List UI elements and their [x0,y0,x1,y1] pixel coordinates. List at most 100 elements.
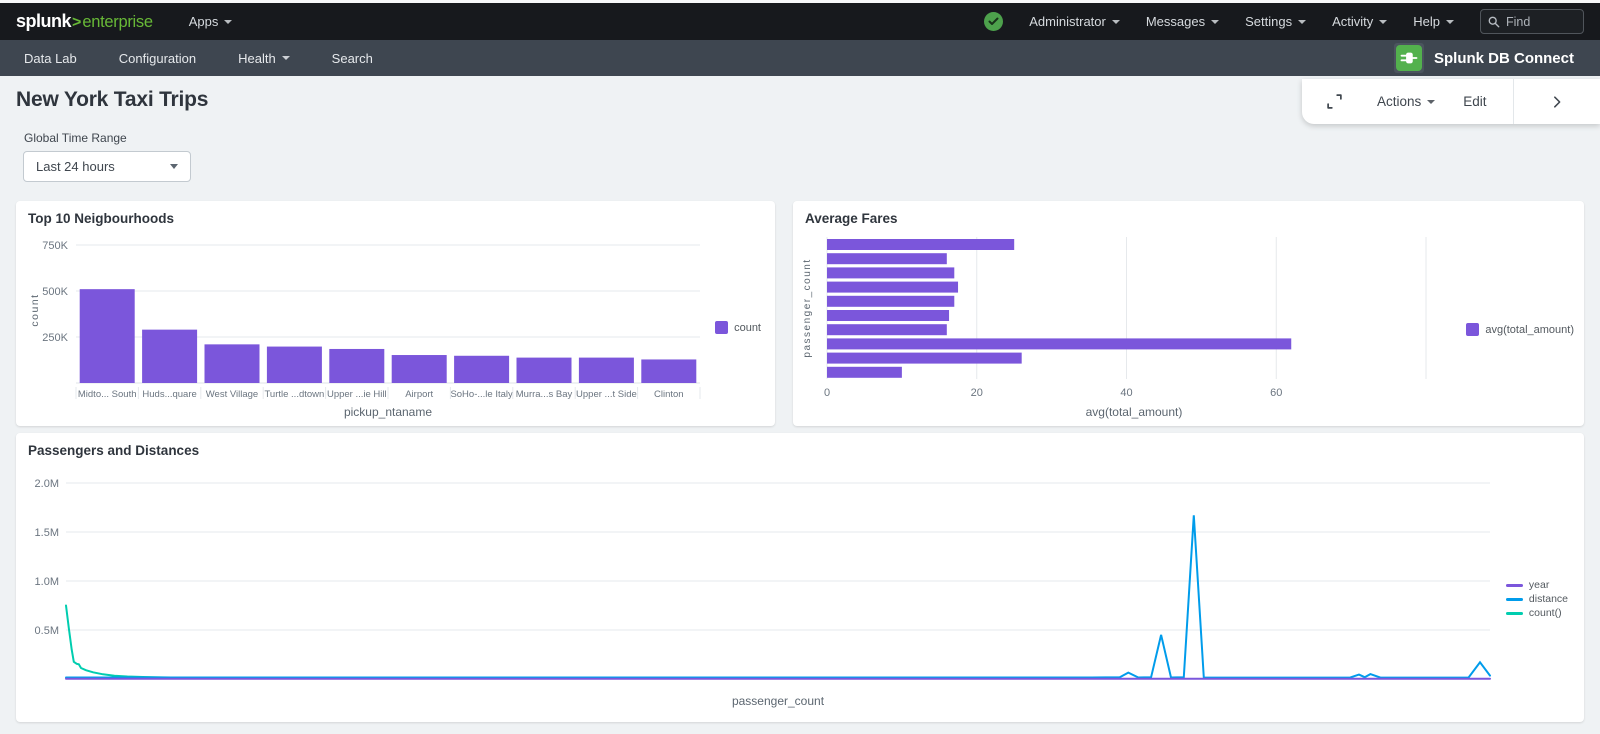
chevron-down-icon [170,164,178,169]
nav-item-data-lab[interactable]: Data Lab [24,51,77,66]
app-nav-bar: Data Lab Configuration Health Search [0,40,1600,76]
toolbar-divider [1512,79,1514,124]
legend-swatch [1505,611,1523,615]
find-search-box[interactable] [1480,9,1584,34]
bar-passenger-count-4[interactable] [827,295,955,307]
bar-SoHo-...le Italy[interactable] [454,355,510,383]
activity-menu[interactable]: Activity [1332,14,1388,29]
panel-average-fares: Average Fares 0 20 40 60 avg(total_amount) pa… [793,201,1584,426]
x-tick-label: Upper ...t Side [576,389,637,400]
chevron-down-icon [1446,19,1454,24]
x-axis-title: avg(total_amount) [1086,405,1183,419]
bar-Clinton[interactable] [641,359,697,383]
nav-item-health[interactable]: Health [238,51,290,66]
apps-menu[interactable]: Apps [189,14,233,29]
search-icon [1488,16,1500,27]
legend-swatch [1466,323,1480,336]
logo-product-text: enterprise [82,13,153,31]
bar-Upper ...t Side[interactable] [578,357,634,383]
legend-label: year [1528,579,1550,591]
bar-Turtle ...dtown[interactable] [266,346,322,383]
time-range-label: Global Time Range [24,131,127,145]
x-tick-label: 20 [971,387,983,399]
dashboard-content: Actions Edit New York Taxi Trips Global … [0,76,1600,734]
legend-label: avg(total_amount) [1485,323,1574,336]
app-identity[interactable]: Splunk DB Connect [1393,43,1576,73]
bar-Airport[interactable] [391,355,447,383]
chevron-down-icon [1111,19,1120,24]
bar-passenger-count-5[interactable] [827,310,950,321]
messages-menu[interactable]: Messages [1146,14,1220,29]
bar-passenger-count-3[interactable] [827,281,959,293]
dashboard-toolbar: Actions Edit [1302,79,1600,124]
line-series-distance[interactable] [65,515,1491,679]
chevron-down-icon [224,19,233,24]
bar-Midto... South[interactable] [79,289,135,383]
line-chart-passengers-distances: 0.5M 1.0M 1.5M 2.0M passenger_count [24,461,1572,720]
logo-brand-text: splunk [16,11,72,31]
find-search-input[interactable] [1506,14,1576,29]
x-tick-label: 40 [1120,387,1132,399]
time-range-dropdown[interactable]: Last 24 hours [23,151,191,182]
bar-West Village[interactable] [204,344,260,383]
expand-right-button[interactable] [1514,95,1600,109]
settings-menu-label: Settings [1245,14,1293,29]
legend-item-count(): count() [1505,607,1568,619]
panel-title: Top 10 Neigbourhoods [28,211,174,226]
bar-passenger-count-7[interactable] [827,338,1292,350]
x-tick-label: Turtle ...dtown [264,389,324,400]
chevron-right-icon [1553,95,1561,108]
bar-Murra...s Bay[interactable] [516,357,572,383]
legend-swatch [715,321,729,334]
x-tick-label: Murra...s Bay [516,389,573,400]
legend-item-distance: distance [1505,593,1568,605]
splunk-enterprise-logo[interactable]: splunk > enterprise [16,11,153,32]
chevron-down-icon [1379,19,1388,24]
db-connect-icon-tile [1393,43,1424,73]
y-tick-label: 2.0M [35,478,59,490]
administrator-menu[interactable]: Administrator [1029,14,1120,29]
fullscreen-button[interactable] [1326,93,1343,110]
apps-menu-label: Apps [188,14,219,29]
legend-item-year: year [1505,579,1568,591]
logo-gt-glyph: > [72,14,82,31]
top-nav-bar: splunk > enterprise Apps Administrator Mes… [0,3,1600,40]
nav-item-label: Data Lab [24,50,77,66]
nav-item-configuration[interactable]: Configuration [119,51,196,66]
x-axis-title: pickup_ntaname [344,405,432,419]
actions-label: Actions [1377,94,1422,109]
bar-passenger-count-9[interactable] [827,366,902,378]
bar-passenger-count-6[interactable] [827,324,947,336]
time-range-value: Last 24 hours [36,159,115,174]
chevron-down-icon [281,56,290,60]
chevron-down-icon [1427,99,1436,104]
settings-menu[interactable]: Settings [1245,14,1307,29]
legend-label: count [734,321,761,334]
bar-Huds...quare[interactable] [142,329,198,383]
app-title: Splunk DB Connect [1433,49,1574,67]
chart-legend: count [715,321,761,334]
panel-title: Passengers and Distances [28,443,200,458]
chart-legend: year distance count() [1505,579,1568,619]
nav-item-search[interactable]: Search [332,51,373,66]
bar-passenger-count-2[interactable] [827,267,955,279]
health-status-icon[interactable] [984,12,1004,31]
top-nav-right: Administrator Messages Settings Activity… [984,9,1584,34]
help-menu[interactable]: Help [1413,14,1454,29]
bar-passenger-count-1[interactable] [827,253,947,265]
y-axis-title: count [29,293,41,326]
actions-menu-button[interactable]: Actions [1377,94,1436,109]
x-tick-label: Midto... South [78,389,137,400]
x-tick-label: West Village [206,389,258,400]
edit-button[interactable]: Edit [1463,94,1487,109]
x-tick-label: Huds...quare [142,389,196,400]
activity-menu-label: Activity [1332,14,1374,29]
bar-passenger-count-0[interactable] [827,239,1015,250]
y-tick-label: 1.5M [35,527,59,539]
line-series-count()[interactable] [65,604,463,680]
y-tick-label: 0.5M [35,625,59,637]
bar-chart-top10: 250K 500K 750K Midto... South Huds...quare We… [24,233,730,428]
bar-passenger-count-8[interactable] [827,352,1022,364]
bar-Upper ...ie Hill[interactable] [329,348,385,383]
